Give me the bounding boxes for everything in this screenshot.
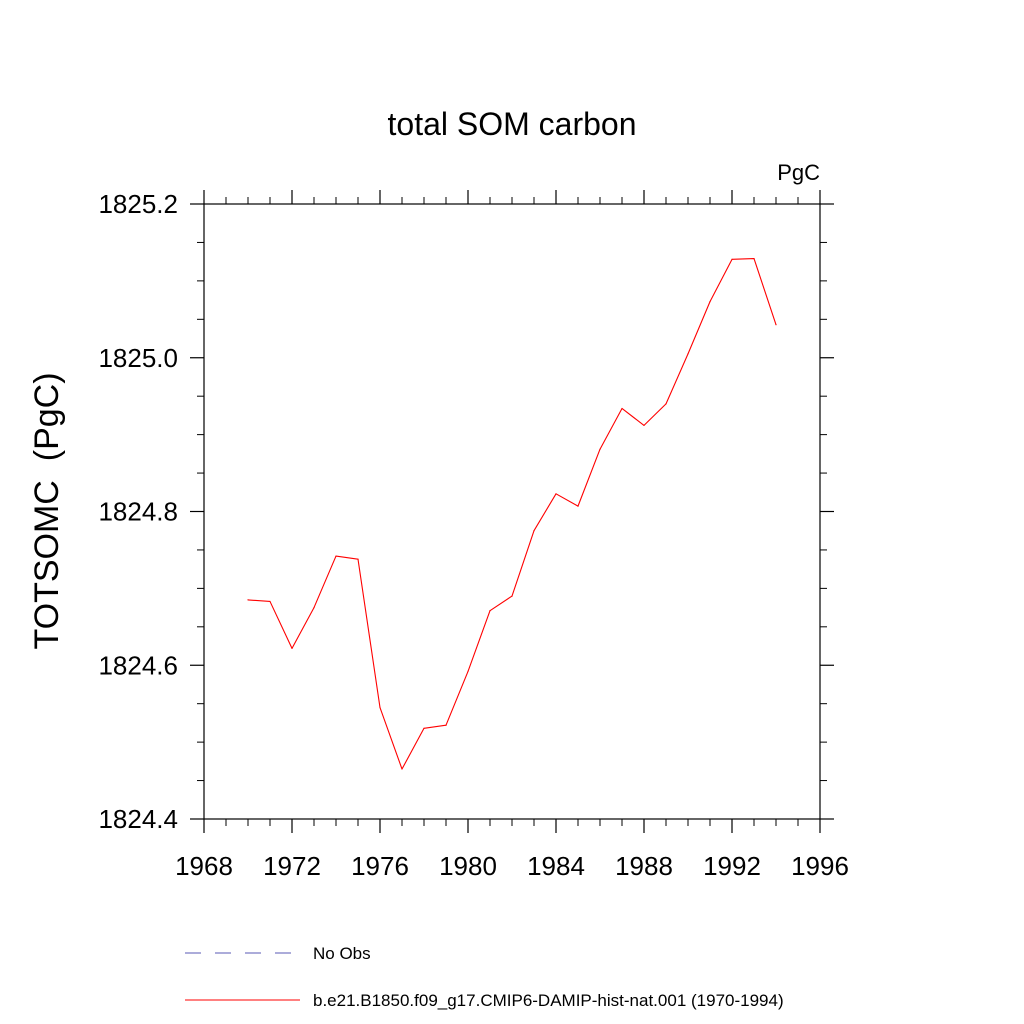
legend-label-series: b.e21.B1850.f09_g17.CMIP6-DAMIP-hist-nat… xyxy=(313,991,784,1010)
y-tick-label: 1824.6 xyxy=(98,650,178,680)
data-point xyxy=(467,670,469,673)
x-tick-label: 1972 xyxy=(263,851,321,881)
x-tick-label: 1980 xyxy=(439,851,497,881)
y-tick-label: 1824.4 xyxy=(98,804,178,834)
data-point xyxy=(357,558,359,560)
data-point xyxy=(401,768,403,770)
data-point xyxy=(533,530,535,532)
x-tick-label: 1988 xyxy=(615,851,673,881)
legend-label-no-obs: No Obs xyxy=(313,944,371,963)
axis-tick-labels: 1968 1972 1976 1980 1984 1988 1992 1996 1824.4 18… xyxy=(98,189,848,881)
data-point xyxy=(555,493,557,495)
x-tick-label: 1992 xyxy=(703,851,761,881)
data-point xyxy=(599,448,601,450)
legend: No Obs b.e21.B1850.f09_g17.CMIP6-DAMIP-h… xyxy=(185,944,784,1010)
data-point xyxy=(379,706,381,709)
axis-ticks xyxy=(190,190,834,833)
x-tick-label: 1984 xyxy=(527,851,585,881)
y-tick-label: 1825.0 xyxy=(98,343,178,373)
plot-frame xyxy=(203,203,821,820)
data-point xyxy=(665,403,667,405)
data-point xyxy=(247,599,249,601)
data-point xyxy=(753,257,755,260)
data-point xyxy=(643,424,645,426)
data-point xyxy=(577,505,579,507)
data-point xyxy=(445,724,447,726)
x-tick-label: 1976 xyxy=(351,851,409,881)
units-label: PgC xyxy=(777,160,820,185)
series-line xyxy=(247,258,777,770)
data-point xyxy=(511,595,513,597)
series-lines xyxy=(247,257,777,770)
x-tick-label: 1996 xyxy=(791,851,849,881)
data-point xyxy=(335,555,337,557)
y-axis-label: TOTSOMC (PgC) xyxy=(28,372,66,649)
data-point xyxy=(621,407,623,410)
y-tick-label: 1824.8 xyxy=(98,497,178,527)
y-tick-label: 1825.2 xyxy=(98,189,178,219)
data-point xyxy=(687,353,689,355)
chart-title: total SOM carbon xyxy=(388,106,637,142)
data-point xyxy=(489,610,491,612)
data-point xyxy=(313,606,315,609)
data-point xyxy=(731,258,733,260)
data-point xyxy=(423,727,425,729)
data-point xyxy=(269,600,271,603)
x-tick-label: 1968 xyxy=(175,851,233,881)
data-point xyxy=(291,647,293,649)
data-point xyxy=(775,324,777,326)
data-point xyxy=(709,301,711,303)
